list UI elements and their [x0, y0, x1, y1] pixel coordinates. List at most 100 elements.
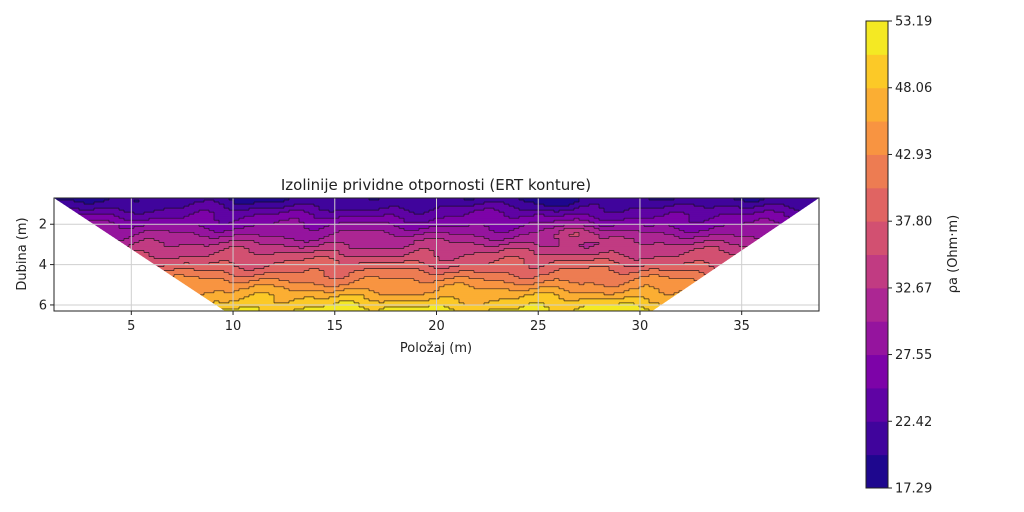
contour-cell	[529, 232, 560, 235]
contour-cell	[214, 216, 245, 219]
contour-cell	[529, 264, 545, 268]
contour-cell	[244, 268, 255, 272]
contour-cell	[524, 304, 545, 308]
contour-cell	[444, 304, 525, 308]
contour-cell	[184, 262, 190, 266]
contour-cell	[124, 218, 150, 221]
contour-cell	[104, 236, 130, 239]
contour-cell	[349, 274, 515, 278]
contour-cell	[289, 280, 355, 284]
contour-cell	[764, 204, 785, 207]
contour-cell	[609, 236, 625, 239]
contour-cell	[369, 198, 380, 201]
contour-cell	[339, 252, 410, 256]
contour-cell	[604, 208, 630, 211]
contour-cell	[399, 226, 430, 229]
contour-cell	[564, 214, 590, 217]
contour-cell	[419, 280, 435, 284]
contour-cell	[499, 244, 540, 248]
contour-cell	[319, 238, 425, 241]
contour-cell	[109, 198, 230, 201]
contour-cell	[224, 270, 305, 274]
contour-cell	[474, 242, 510, 246]
contour-cell	[514, 282, 535, 286]
contour-cell	[504, 238, 560, 241]
contour-cell	[604, 292, 615, 296]
contour-cell	[169, 276, 200, 280]
contour-cell	[404, 246, 585, 250]
contour-cell	[169, 304, 325, 308]
contour-cell	[624, 218, 690, 221]
contour-cell	[424, 292, 535, 296]
contour-cell	[259, 234, 330, 237]
contour-cell	[559, 296, 625, 300]
contour-cell	[509, 230, 540, 233]
contour-cell	[209, 262, 235, 266]
contour-cell	[764, 210, 775, 213]
contour-cell	[214, 214, 255, 217]
contour-cell	[339, 260, 405, 264]
contour-cell	[329, 256, 440, 260]
contour-cell	[184, 288, 240, 292]
contour-cell	[534, 276, 640, 280]
contour-cell	[134, 242, 165, 246]
contour-cell	[219, 202, 235, 205]
contour-cell	[379, 208, 405, 211]
contour-cell	[519, 296, 560, 300]
contour-cell	[684, 230, 700, 233]
contour-cell	[409, 252, 435, 256]
contour-cell	[649, 274, 660, 278]
contour-cell	[504, 212, 670, 215]
contour-cell	[289, 218, 300, 221]
contour-cell	[654, 242, 665, 246]
contour-cell	[614, 250, 690, 254]
contour-cell	[169, 230, 215, 233]
contour-cell	[519, 198, 580, 201]
contour-cell	[279, 212, 310, 215]
contour-cell	[359, 304, 430, 308]
contour-cell	[519, 234, 555, 237]
contour-cell	[544, 214, 565, 217]
contour-cell	[219, 222, 230, 225]
colorbar-swatch	[866, 454, 888, 489]
contour-cell	[249, 250, 315, 254]
colorbar-swatches	[866, 21, 888, 489]
contour-cell	[539, 274, 650, 278]
contour-cell	[459, 256, 505, 260]
colorbar-swatch	[866, 187, 888, 222]
contour-cell	[584, 224, 600, 227]
contour-cell	[594, 226, 675, 229]
contour-cell	[419, 248, 430, 252]
contour-cell	[539, 266, 590, 270]
contour-cell	[269, 292, 380, 296]
contour-cell	[184, 274, 235, 278]
contour-cell	[334, 210, 410, 213]
contour-cell	[154, 210, 200, 213]
contour-cell	[409, 210, 430, 213]
contour-cell	[139, 232, 195, 235]
contour-cell	[254, 292, 270, 296]
contour-cell	[574, 208, 605, 211]
contour-cell	[514, 228, 545, 231]
contour-cell	[254, 268, 310, 272]
contour-cell	[519, 276, 535, 280]
contour-cell	[694, 236, 755, 239]
contour-cell	[354, 280, 420, 284]
contour-cell	[474, 204, 510, 207]
contour-cell	[644, 224, 655, 227]
contour-cell	[554, 234, 570, 237]
contour-cell	[124, 246, 230, 250]
contour-cell	[454, 308, 490, 311]
contour-cell	[654, 256, 790, 260]
contour-cell	[274, 284, 325, 288]
contour-cell	[304, 246, 350, 250]
colorbar: 17.29 22.42 27.55 32.67 37.80 42.93 48.06 53.19…	[865, 15, 961, 497]
colorbar-swatch	[866, 254, 888, 289]
contour-cell	[464, 214, 505, 217]
contour-cell	[529, 288, 565, 292]
contour-cell	[624, 296, 645, 300]
contour-cell	[144, 230, 170, 233]
contour-cell	[414, 250, 435, 254]
contour-cell	[319, 206, 390, 209]
contour-cell	[484, 202, 505, 205]
